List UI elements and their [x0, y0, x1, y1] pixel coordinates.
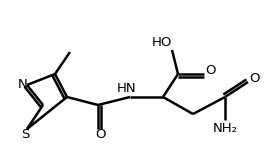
Text: N: N — [18, 78, 28, 92]
Text: NH₂: NH₂ — [212, 122, 237, 135]
Text: O: O — [96, 128, 106, 141]
Text: HO: HO — [152, 35, 172, 49]
Text: S: S — [21, 127, 29, 141]
Text: O: O — [249, 73, 259, 86]
Text: HN: HN — [117, 82, 137, 95]
Text: O: O — [205, 65, 215, 78]
